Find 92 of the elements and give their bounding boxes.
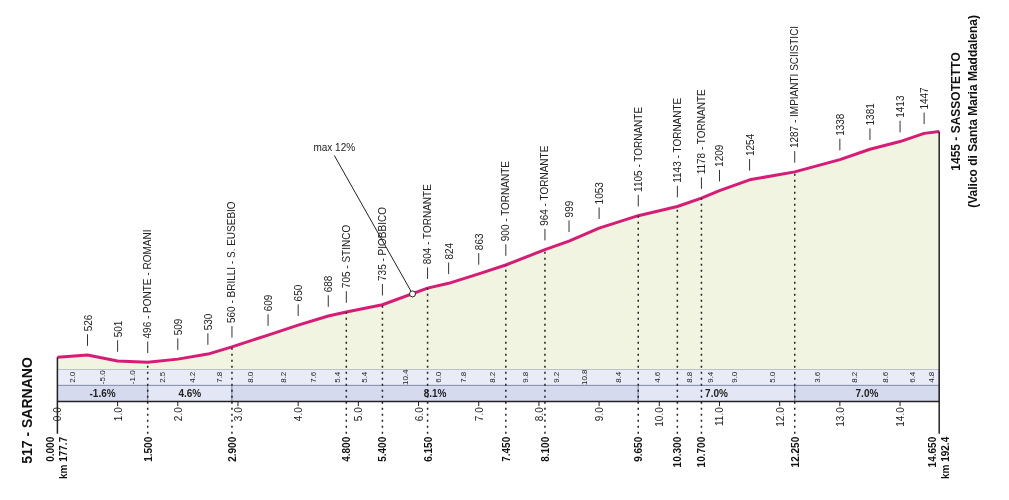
ref-line-label: 1.500 [142, 436, 154, 462]
annotation: 8.8 [684, 371, 694, 383]
ref-line-label: 12.250 [789, 436, 801, 468]
ref-line-label: 5.400 [377, 436, 389, 462]
ref-line-label: 6.150 [422, 436, 434, 462]
x-tick-label: 9.0 [594, 406, 606, 422]
data-label: 509 [172, 318, 184, 336]
data-label: 705 - STINCO [340, 224, 352, 289]
x-tick-label: 1.0 [112, 406, 124, 422]
x-tick-label: 8.0 [533, 406, 545, 422]
annotation: 2.5 [158, 371, 168, 383]
annotation: 9.8 [520, 371, 530, 383]
data-label: 609 [263, 294, 275, 312]
x-tick-label: 2.0 [172, 406, 184, 422]
annotation: 4.8 [927, 371, 937, 383]
annotation: 7.8 [459, 371, 469, 383]
data-label: 1455 - SASSOTETTO (Valico di Santa Maria Maddalena) [949, 15, 980, 208]
annotation: 8.2 [278, 371, 288, 383]
band-label: 7.0% [855, 387, 879, 399]
annotation: 8.2 [487, 371, 497, 383]
ref-line-label: 2.900 [226, 436, 238, 462]
annotation: 6.0 [433, 371, 443, 383]
data-label: 501 [112, 320, 124, 338]
data-label: 560 - BRILLI - S. EUSEBIO [226, 201, 238, 324]
annotation: 9.2 [552, 371, 562, 383]
annotation: 4.6 [653, 371, 663, 383]
data-label: 1209 [714, 144, 726, 167]
x-tick-label: 3.0 [232, 406, 244, 422]
annotation: 10.8 [579, 368, 589, 386]
data-label: 1381 [864, 102, 876, 126]
annotation: 8.2 [850, 371, 860, 383]
ref-line-label: 0.000 km 177.7 [45, 436, 70, 480]
annotation: 2.0 [67, 371, 77, 383]
band-label: 7.0% [705, 387, 728, 399]
data-label: 688 [323, 275, 335, 293]
x-tick-label: 11.0 [714, 406, 726, 426]
x-tick-label: 5.0 [353, 406, 365, 422]
annotation: 8.4 [614, 371, 624, 383]
annotation: -5.0 [98, 369, 108, 385]
data-label: 999 [564, 200, 576, 218]
annotation: -1.0 [128, 369, 138, 385]
data-label: 1287 - IMPIANTI SCIISTICI [789, 25, 801, 149]
data-label: 863 [473, 233, 485, 251]
data-label: 900 - TORNANTE [500, 160, 512, 242]
band-label: -1.6% [89, 387, 116, 399]
data-label: 1338 [834, 113, 846, 136]
ref-line-label: 10.700 [696, 436, 708, 468]
annotation: max 12% [313, 142, 356, 154]
ref-line-label: 7.450 [500, 436, 512, 462]
data-label: 517 - SARNANO [19, 357, 36, 464]
data-label: 526 [82, 314, 94, 332]
data-label: 650 [293, 284, 305, 302]
annotation: 6.4 [907, 371, 917, 383]
annotation: 3.6 [812, 371, 822, 383]
data-label: 1105 - TORNANTE [632, 106, 644, 192]
ref-line-label: 14.650 km 192.4 [927, 436, 952, 480]
data-label: 1413 [895, 95, 907, 118]
x-tick-label: 10.0 [654, 406, 666, 427]
data-label: 735 - PIOBBICO [376, 206, 388, 281]
data-label: 496 - PONTE - ROMANI [142, 229, 154, 339]
annotation: 4.2 [188, 371, 198, 383]
annotation: 7.6 [308, 371, 318, 383]
x-tick-label: 12.0 [774, 406, 786, 427]
data-label: 1143 - TORNANTE [671, 97, 683, 183]
annotation: 10.4 [400, 368, 410, 386]
band-label: 8.1% [423, 387, 447, 399]
x-tick-label: 7.0 [473, 406, 485, 422]
data-label: 530 [202, 313, 214, 331]
band-label: 4.6% [178, 387, 202, 399]
x-tick-label: 14.0 [895, 406, 907, 427]
data-label: 1254 [744, 133, 756, 157]
data-label: 964 - TORNANTE [539, 145, 551, 226]
x-tick-label: 6.0 [413, 406, 425, 422]
annotation: 5.4 [332, 371, 342, 383]
annotation: 8.6 [880, 371, 890, 383]
annotation: 5.4 [359, 371, 369, 383]
annotation: 5.0 [767, 371, 777, 383]
data-label: 1178 - TORNANTE [695, 88, 707, 175]
ref-line-label: 9.650 [633, 436, 645, 462]
annotation: 7.8 [215, 371, 225, 383]
data-label: 1053 [594, 181, 606, 205]
ref-line-label: 10.300 [672, 436, 684, 468]
ref-line-label: 8.100 [539, 436, 551, 462]
annotation: 8.0 [245, 371, 255, 383]
annotation: 9.4 [705, 371, 715, 383]
ref-line-label: 4.800 [341, 436, 353, 462]
x-tick-label: 13.0 [834, 406, 846, 427]
data-label: 804 - TORNANTE [422, 183, 434, 265]
x-tick-label: 4.0 [293, 406, 305, 422]
annotation: 9.0 [730, 371, 740, 383]
data-label: 1447 [919, 86, 931, 110]
data-label: 824 [443, 242, 455, 260]
